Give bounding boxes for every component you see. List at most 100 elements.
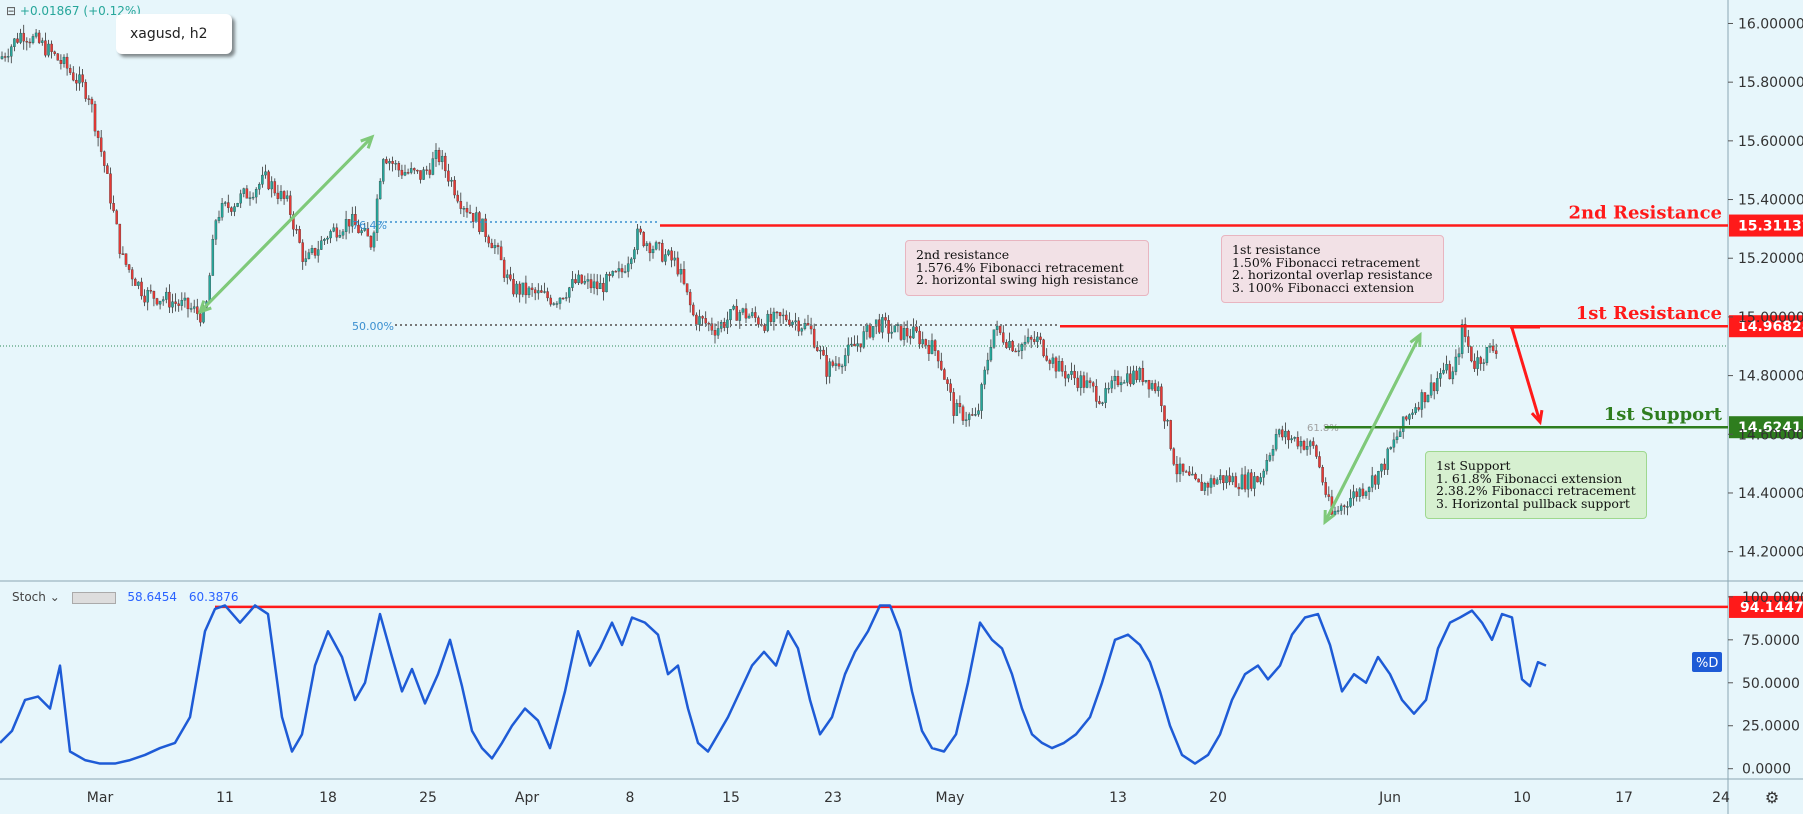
level-1st-support-price-box: [1729, 416, 1803, 439]
candle-body: [143, 295, 146, 303]
candle-body: [998, 325, 1002, 333]
candle-body: [850, 343, 853, 346]
candle-body: [688, 291, 692, 306]
candle-body: [1355, 491, 1358, 497]
candle-body: [1222, 475, 1225, 484]
symbol-label[interactable]: xagusd, h2: [116, 14, 232, 54]
candle-body: [276, 192, 280, 199]
candle-body: [217, 217, 221, 221]
candle-body: [664, 254, 667, 262]
candle-body: [1305, 446, 1309, 450]
candle-body: [670, 250, 673, 261]
candle-body: [794, 320, 797, 323]
stoch-level-box: [1729, 595, 1803, 618]
candle-body: [394, 163, 397, 165]
candle-body: [1432, 382, 1436, 392]
candle-body: [1129, 373, 1132, 385]
candle-body: [1408, 414, 1411, 420]
candle-body: [502, 259, 506, 278]
candle-body: [741, 308, 745, 313]
candle-body: [1191, 473, 1194, 476]
stoch-pane: 94.1447 %D: [0, 595, 1803, 765]
candle-body: [1110, 380, 1114, 389]
candle-body: [924, 339, 928, 346]
candle-body: [974, 414, 977, 416]
candle-body: [130, 269, 134, 280]
candle-body: [1228, 475, 1231, 483]
candle-body: [1051, 357, 1055, 364]
candle-body: [1318, 456, 1321, 468]
candle-body: [961, 406, 965, 421]
candle-body: [800, 328, 804, 332]
candle-body: [772, 311, 776, 322]
candle-body: [1463, 324, 1467, 337]
candle-body: [248, 197, 252, 199]
candle-body: [326, 237, 329, 240]
candle-body: [1405, 416, 1408, 420]
candle-body: [1426, 395, 1430, 403]
candle-body: [819, 349, 822, 352]
candle-body: [1460, 324, 1464, 354]
candle-body: [1423, 392, 1427, 403]
candle-body: [1271, 449, 1275, 456]
candle-body: [1206, 482, 1210, 488]
candle-body: [165, 291, 168, 300]
candle-body: [1200, 481, 1203, 491]
candle-body: [245, 188, 249, 199]
candle-body: [701, 316, 704, 319]
stoch-label[interactable]: Stoch: [12, 590, 46, 604]
candle-body: [543, 291, 546, 293]
candle-body: [295, 229, 298, 231]
candle-body: [791, 321, 794, 325]
price-tick-label: 15.40000: [1738, 193, 1803, 209]
candle-body: [453, 179, 456, 196]
candle-body: [775, 311, 779, 314]
candle-body: [409, 168, 413, 173]
candle-body: [180, 300, 184, 306]
candle-body: [840, 365, 844, 368]
candle-body: [1076, 377, 1079, 388]
candle-body: [1045, 355, 1048, 361]
candle-body: [270, 181, 273, 190]
candle-body: [1274, 434, 1278, 450]
candle-body: [279, 191, 283, 199]
candle-body: [1085, 380, 1089, 388]
candle-body: [729, 309, 732, 321]
stoch-d-line: [0, 604, 1547, 765]
candle-body: [239, 193, 242, 204]
candle-body: [385, 159, 388, 164]
candle-body: [189, 308, 193, 310]
candle-body: [1352, 491, 1355, 499]
candle-body: [530, 287, 534, 290]
candle-body: [155, 298, 159, 305]
candle-body: [905, 328, 909, 337]
candle-body: [633, 249, 636, 260]
chevron-down-icon[interactable]: ⌄: [49, 590, 60, 604]
candle-body: [1178, 463, 1182, 475]
candle-body: [320, 240, 323, 250]
candle-body: [580, 274, 583, 284]
candle-body: [986, 359, 990, 371]
collapse-icon[interactable]: ⊟: [6, 4, 17, 18]
candle-body: [927, 344, 931, 354]
candle-body: [146, 289, 149, 303]
candle-body: [1485, 347, 1489, 363]
note-1st-resistance: 1st resistance 1.50% Fibonacci retraceme…: [1221, 235, 1444, 303]
candle-body: [667, 250, 670, 255]
candle-body: [847, 344, 850, 356]
candle-body: [971, 414, 974, 416]
candle-body: [406, 172, 410, 174]
candle-body: [657, 242, 661, 244]
candle-body: [620, 268, 624, 273]
candle-body: [285, 195, 289, 199]
candle-body: [440, 155, 444, 163]
time-tick-label: Jun: [1378, 790, 1401, 806]
candle-body: [1073, 370, 1076, 379]
candle-body: [1225, 475, 1228, 484]
candle-body: [437, 150, 441, 163]
candle-body: [1150, 383, 1154, 390]
time-tick-label: 23: [824, 790, 842, 806]
indicator-tools-icon[interactable]: [71, 591, 116, 604]
candle-body: [1491, 345, 1495, 351]
price-tick-label: 15.80000: [1738, 75, 1803, 91]
